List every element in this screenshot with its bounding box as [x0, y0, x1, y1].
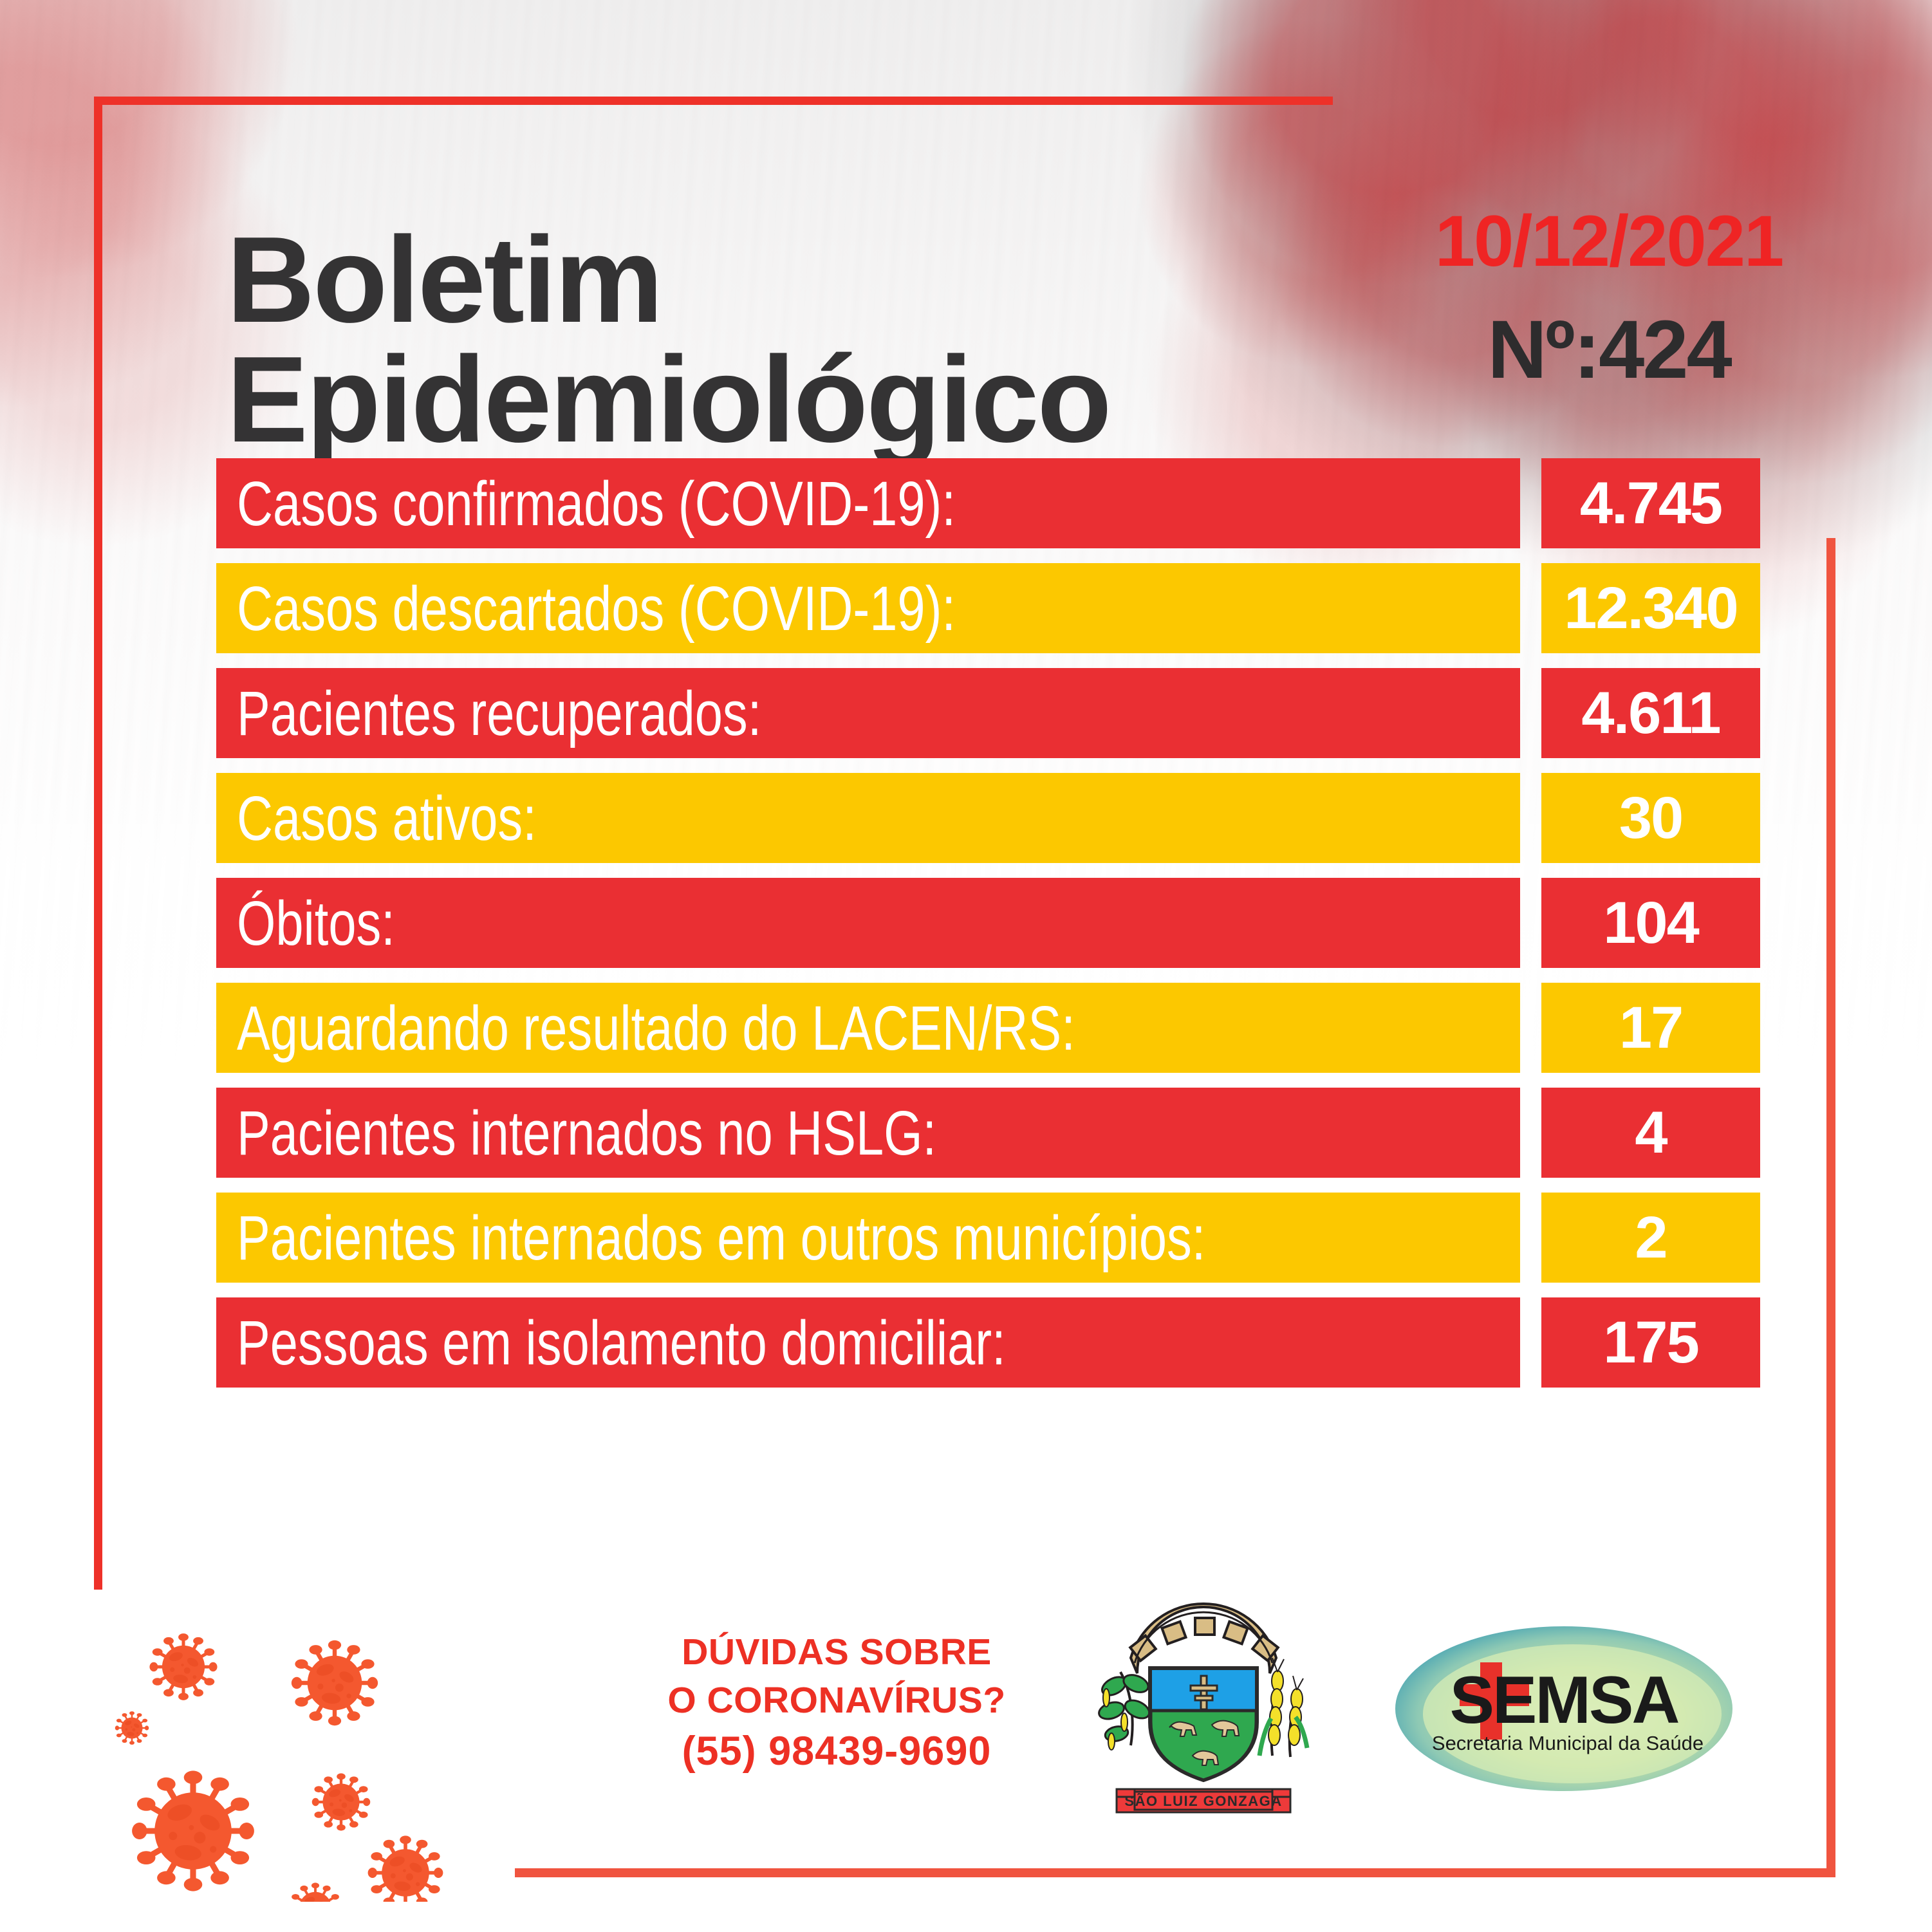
- mural-crown-icon: [1128, 1602, 1280, 1674]
- cattle-icons: [1169, 1720, 1240, 1766]
- row-label-text: Pacientes internados em outros município…: [237, 1202, 1206, 1273]
- coat-of-arms-sao-luiz-gonzaga: SÃO LUIZ GONZAGA: [1098, 1602, 1310, 1814]
- semsa-wordmark: SEMSA: [1450, 1663, 1679, 1738]
- row-value-cell: 4.611: [1541, 668, 1760, 758]
- semsa-subtitle: Secretaria Municipal da Saúde: [1432, 1732, 1704, 1754]
- cross-icon: [1189, 1675, 1218, 1711]
- row-label-text: Pacientes internados no HSLG:: [237, 1097, 937, 1168]
- table-row: Casos ativos: 30: [216, 773, 1761, 863]
- table-row: Pacientes internados no HSLG: 4: [216, 1088, 1761, 1178]
- wheat-sheaf-icon: [1257, 1657, 1310, 1758]
- bulletin-date: 10/12/2021: [1435, 201, 1785, 281]
- row-label-text: Pessoas em isolamento domiciliar:: [237, 1307, 1006, 1378]
- row-label-text: Aguardando resultado do LACEN/RS:: [237, 992, 1075, 1063]
- row-label-text: Casos confirmados (COVID-19):: [237, 468, 956, 539]
- row-value-text: 12.340: [1564, 575, 1738, 641]
- frame-top-rule: [94, 97, 1333, 105]
- row-value-text: 4.745: [1579, 470, 1723, 536]
- table-row: Casos confirmados (COVID-19): 4.745: [216, 458, 1761, 548]
- row-label-cell: Óbitos:: [216, 878, 1520, 968]
- row-value-cell: 175: [1541, 1297, 1760, 1388]
- row-value-text: 4: [1635, 1100, 1667, 1166]
- row-value-cell: 17: [1541, 983, 1760, 1073]
- row-value-cell: 2: [1541, 1193, 1760, 1283]
- frame-bottom-rule: [515, 1868, 1835, 1877]
- page-title: Boletim Epidemiológico: [227, 219, 1321, 469]
- foliage-branch-icon: [1098, 1671, 1151, 1751]
- row-label-cell: Pacientes internados em outros município…: [216, 1193, 1520, 1283]
- row-label-text: Casos ativos:: [237, 783, 537, 853]
- bulletin-issue-number: Nº:424: [1487, 304, 1732, 396]
- row-label-cell: Pessoas em isolamento domiciliar:: [216, 1297, 1520, 1388]
- contact-phone-number[interactable]: (55) 98439-9690: [682, 1729, 992, 1774]
- row-label-text: Pacientes recuperados:: [237, 678, 762, 748]
- row-value-cell: 12.340: [1541, 563, 1760, 653]
- row-label-cell: Casos descartados (COVID-19):: [216, 563, 1520, 653]
- table-row: Casos descartados (COVID-19): 12.340: [216, 563, 1761, 653]
- row-value-cell: 4: [1541, 1088, 1760, 1178]
- row-label-text: Óbitos:: [237, 887, 395, 958]
- row-label-cell: Pacientes internados no HSLG:: [216, 1088, 1520, 1178]
- motto-ribbon: SÃO LUIZ GONZAGA: [1115, 1788, 1292, 1814]
- row-label-cell: Casos ativos:: [216, 773, 1520, 863]
- row-value-text: 104: [1603, 890, 1699, 956]
- contact-line-1: DÚVIDAS SOBRE: [682, 1631, 992, 1673]
- row-label-text: Casos descartados (COVID-19):: [237, 573, 956, 644]
- row-value-cell: 104: [1541, 878, 1760, 968]
- row-value-text: 4.611: [1581, 680, 1721, 746]
- coat-of-arms-motto: SÃO LUIZ GONZAGA: [1124, 1793, 1282, 1809]
- table-row: Pacientes internados em outros município…: [216, 1193, 1761, 1283]
- page-title-line-2: Epidemiológico: [227, 331, 1112, 469]
- table-row: Pacientes recuperados: 4.611: [216, 668, 1761, 758]
- contact-block: DÚVIDAS SOBRE O CORONAVÍRUS? (55) 98439-…: [605, 1628, 1068, 1779]
- contact-line-2: O CORONAVÍRUS?: [667, 1680, 1006, 1722]
- row-label-cell: Pacientes recuperados:: [216, 668, 1520, 758]
- row-value-text: 17: [1619, 995, 1684, 1061]
- table-row: Aguardando resultado do LACEN/RS: 17: [216, 983, 1761, 1073]
- row-value-text: 30: [1619, 785, 1684, 851]
- row-value-cell: 4.745: [1541, 458, 1760, 548]
- row-value-text: 175: [1603, 1310, 1699, 1375]
- row-value-text: 2: [1635, 1205, 1667, 1270]
- row-value-cell: 30: [1541, 773, 1760, 863]
- row-label-cell: Casos confirmados (COVID-19):: [216, 458, 1520, 548]
- statistics-table: Casos confirmados (COVID-19): 4.745 Casos …: [216, 458, 1761, 1402]
- frame-right-rule: [1826, 538, 1835, 1877]
- row-label-cell: Aguardando resultado do LACEN/RS:: [216, 983, 1520, 1073]
- coronavirus-illustration: [114, 1580, 450, 1902]
- semsa-logo: SEMSA Secretaria Municipal da Saúde: [1395, 1626, 1732, 1791]
- table-row: Óbitos: 104: [216, 878, 1761, 968]
- table-row: Pessoas em isolamento domiciliar: 175: [216, 1297, 1761, 1388]
- page-title-line-1: Boletim: [227, 212, 664, 349]
- shield-lower-field: [1149, 1709, 1258, 1782]
- frame-left-rule: [94, 97, 102, 1590]
